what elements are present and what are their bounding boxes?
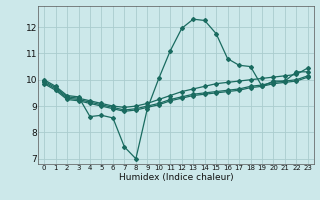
X-axis label: Humidex (Indice chaleur): Humidex (Indice chaleur) (119, 173, 233, 182)
